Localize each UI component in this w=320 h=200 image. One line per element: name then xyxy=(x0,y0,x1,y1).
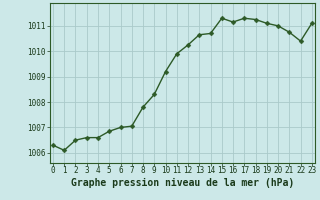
X-axis label: Graphe pression niveau de la mer (hPa): Graphe pression niveau de la mer (hPa) xyxy=(71,178,294,188)
